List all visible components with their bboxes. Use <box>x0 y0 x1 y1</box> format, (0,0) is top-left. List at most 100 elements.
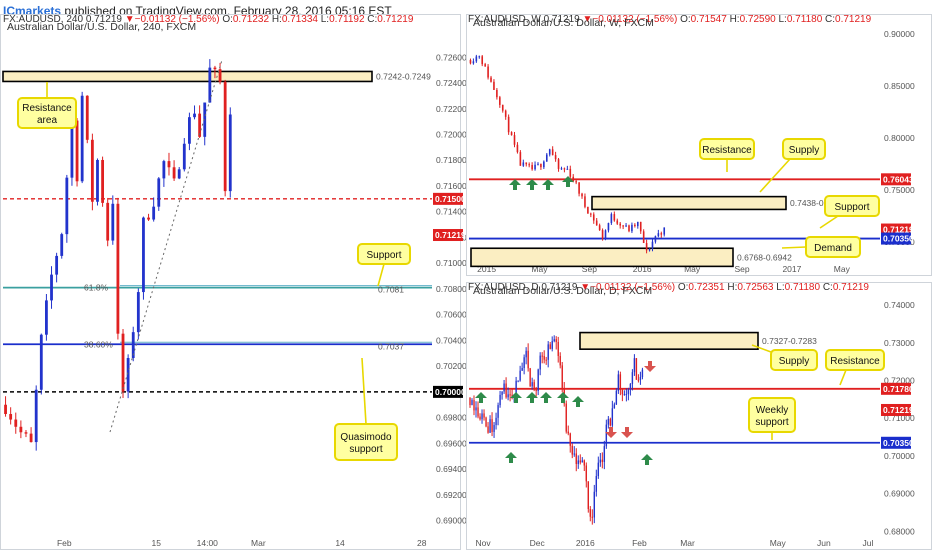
candle-body <box>575 453 577 464</box>
candle-body <box>471 400 473 406</box>
h4-y-tick: 0.71400 <box>436 207 467 217</box>
candle-body <box>535 389 537 392</box>
h4-x-tick: 14 <box>335 538 345 548</box>
daily-x-tick: May <box>770 538 787 548</box>
candle-body <box>481 56 484 65</box>
candle-body <box>131 332 135 358</box>
h4-y-tick: 0.72000 <box>436 130 467 140</box>
h4-y-tick: 0.69400 <box>436 464 467 474</box>
candle-body <box>75 120 79 182</box>
candle-body <box>591 516 593 518</box>
candle-body <box>565 403 567 432</box>
candle-body <box>543 161 545 168</box>
candle-body <box>551 341 553 349</box>
h4-note-resistance-text: Resistance <box>22 103 72 114</box>
candle-body <box>152 206 156 220</box>
candle-body <box>489 419 491 433</box>
daily-zone <box>579 331 759 350</box>
candle-body <box>577 460 579 464</box>
weekly-note-supply-box <box>782 138 826 160</box>
candle-body <box>525 350 527 358</box>
weekly-note-supply-text: Supply <box>789 145 820 156</box>
h4-note-support-text: Support <box>366 250 401 261</box>
candle-body <box>487 66 489 78</box>
green-up-arrow <box>540 392 552 403</box>
candle-body <box>571 445 573 455</box>
candle-body <box>592 214 595 221</box>
candle-body <box>595 220 598 226</box>
daily-c-label: C: <box>823 282 833 293</box>
candle-body <box>616 220 619 224</box>
weekly-ohlc-line: FX:AUDUSD, W 0.71219 ▼−0.01132 (−1.56%) … <box>468 14 872 25</box>
daily-c-value: 0.71219 <box>833 282 870 293</box>
candle-body <box>541 355 543 357</box>
green-up-arrow <box>526 392 538 403</box>
candle-body <box>198 113 202 137</box>
candle-body <box>481 413 483 420</box>
h4-last: 0.71219 <box>86 14 125 25</box>
candle-body <box>504 110 507 117</box>
h4-c-label: C: <box>367 14 377 25</box>
h4-c-value: 0.71219 <box>377 14 414 25</box>
daily-price-tag: 0.71219 <box>883 405 914 415</box>
candle-body <box>648 248 651 251</box>
candle-body <box>604 230 607 239</box>
candle-body <box>531 165 533 170</box>
callout-pointer <box>839 369 847 386</box>
daily-y-tick: 0.69000 <box>884 489 915 499</box>
h4-price-tag-bg <box>433 385 463 398</box>
daily-y-tick: 0.70000 <box>884 451 915 461</box>
candle-body <box>639 221 642 232</box>
candle-body <box>641 369 644 377</box>
h4-o-label: O: <box>222 14 233 25</box>
candle-body <box>563 168 566 170</box>
green-up-arrow <box>557 392 569 403</box>
candle-body <box>654 236 657 242</box>
candle-body <box>583 460 585 466</box>
candle-body <box>587 481 589 510</box>
candle-body <box>507 116 510 133</box>
weekly-o-label: O: <box>680 14 691 25</box>
candle-body <box>575 181 577 183</box>
candle-body <box>510 132 513 136</box>
candle-body <box>472 61 475 64</box>
candle-body <box>611 408 614 426</box>
candle-body <box>101 159 104 203</box>
candle-body <box>627 389 630 394</box>
candle-body <box>90 139 94 202</box>
daily-y-tick: 0.73000 <box>884 338 915 348</box>
daily-h-value: 0.72563 <box>737 282 776 293</box>
candle-body <box>607 418 610 425</box>
candle-body <box>549 344 551 349</box>
candle-body <box>29 433 33 443</box>
candle-body <box>540 163 542 168</box>
daily-frame <box>466 282 932 550</box>
candle-body <box>483 413 485 418</box>
daily-price-tag-bg <box>881 382 911 395</box>
h4-l-value: 0.71192 <box>329 14 367 25</box>
green-up-arrow <box>526 179 538 190</box>
h4-price-tag: 0.70000 <box>435 387 466 397</box>
candle-body <box>601 230 604 239</box>
daily-x-tick: Jul <box>863 538 874 548</box>
h4-y-tick: 0.70200 <box>436 361 467 371</box>
weekly-last: 0.71219 <box>544 14 583 25</box>
candle-body <box>501 391 503 395</box>
candle-body <box>605 424 608 447</box>
candle-body <box>560 168 563 170</box>
candle-body <box>613 214 616 221</box>
fib-label: 38.60% <box>84 339 113 349</box>
red-down-arrow <box>621 427 633 438</box>
candle-body <box>537 163 539 165</box>
candle-body <box>589 509 591 517</box>
candle-body <box>479 416 481 420</box>
candle-body <box>609 418 612 426</box>
candle-body <box>172 167 176 179</box>
candle-body <box>572 176 575 182</box>
daily-symbol: FX:AUDUSD, D <box>468 282 541 293</box>
h4-y-tick: 0.70800 <box>436 284 467 294</box>
h4-y-tick: 0.69200 <box>436 490 467 500</box>
daily-x-tick: 2016 <box>576 538 595 548</box>
candle-body <box>499 97 501 105</box>
